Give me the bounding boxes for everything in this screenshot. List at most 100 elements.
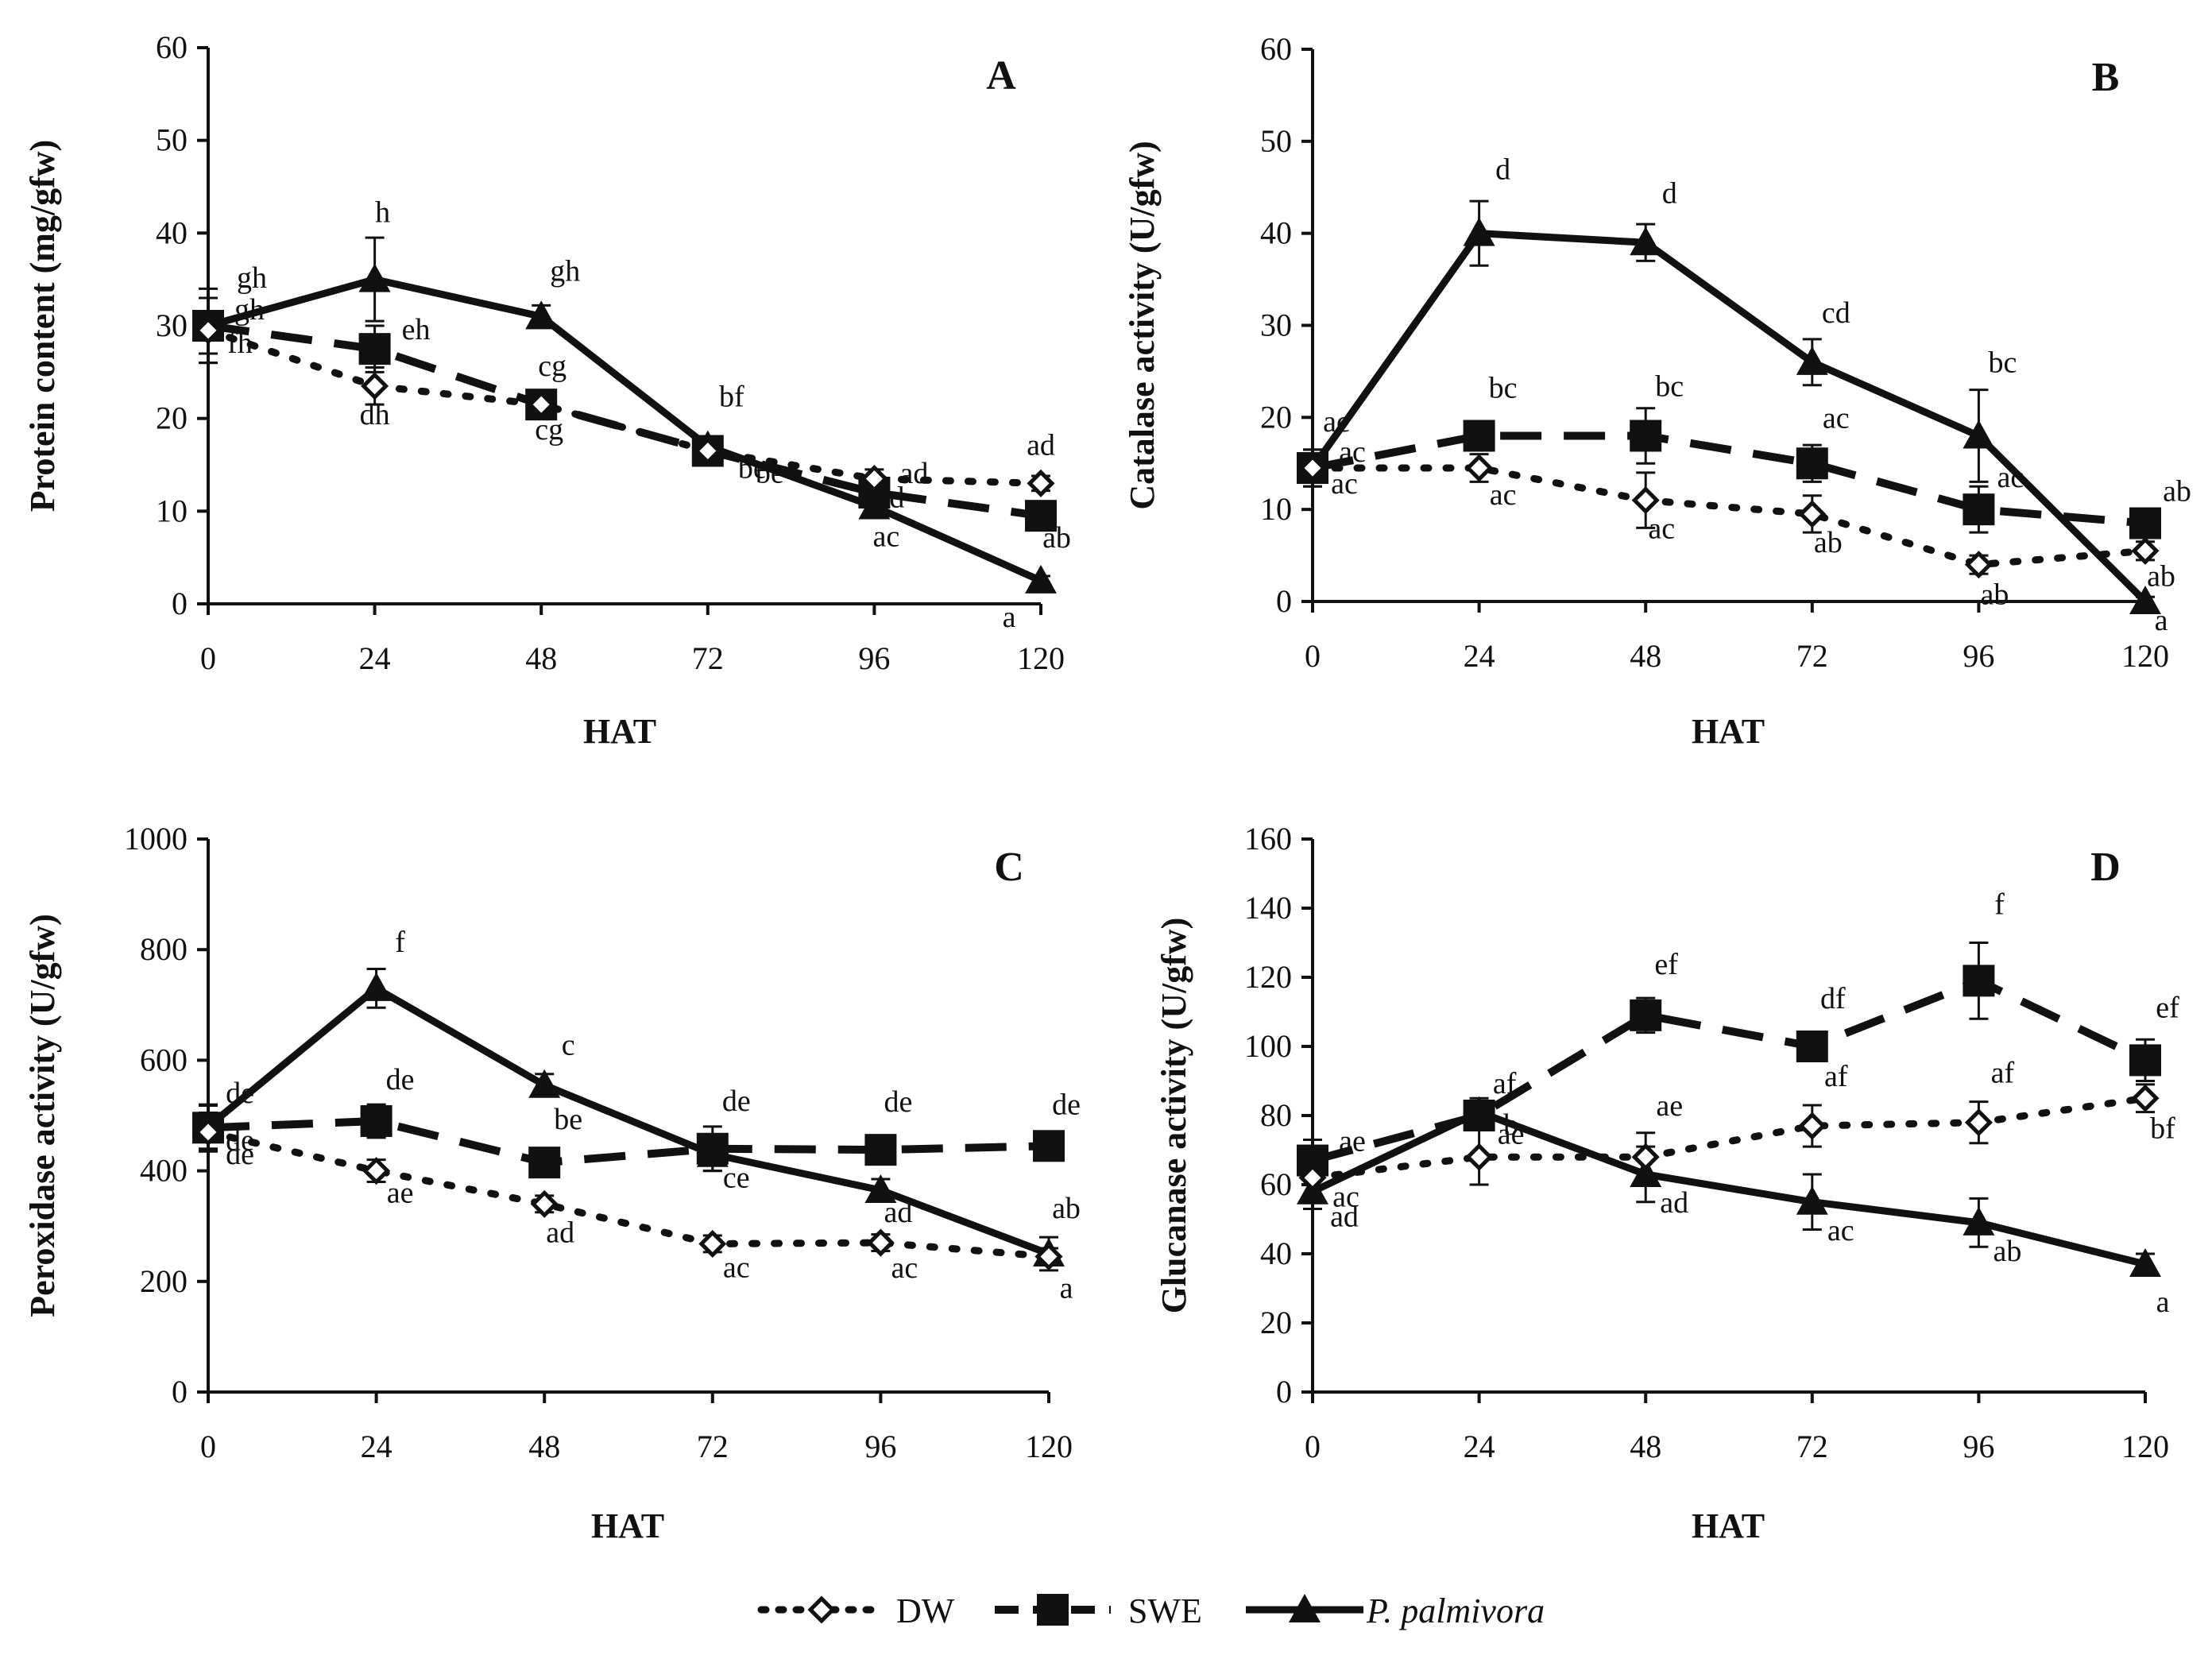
significance-label: af	[1991, 1057, 2015, 1090]
x-tick-label: 0	[1305, 638, 1321, 674]
data-point-palmivora	[2129, 1248, 2161, 1278]
data-point-dw	[860, 464, 888, 493]
data-point-palmivora	[1963, 420, 1995, 449]
y-tick-label: 0	[1276, 1374, 1292, 1410]
significance-label: de	[386, 1063, 415, 1096]
panel-c: 0 200 400 600 800 1000 0 24 48 72 96 120 HAT Peroxida…	[23, 821, 1081, 1545]
data-point-palmivora	[2129, 586, 2161, 614]
significance-label: a	[2156, 1286, 2170, 1319]
significance-label: bc	[1988, 346, 2017, 380]
significance-label: dh	[360, 398, 390, 431]
data-point-dw	[1465, 1143, 1494, 1171]
x-tick-label: 0	[200, 640, 216, 676]
legend-marker-2	[1289, 1594, 1321, 1622]
data-point-swe	[1630, 420, 1662, 452]
significance-label: de	[1052, 1088, 1081, 1121]
series-line-dw	[1309, 1094, 2149, 1181]
significance-label: cg	[538, 350, 567, 383]
y-tick-label: 800	[140, 931, 188, 967]
significance-label: de	[226, 1077, 254, 1110]
y-axis-title: Glucanase activity (U/gfw)	[1154, 918, 1193, 1314]
significance-label: ab	[2163, 475, 2191, 509]
y-axis-title: Protein content (mg/gfw)	[23, 140, 62, 512]
data-point-palmivora	[360, 972, 393, 1001]
y-tick-label: 20	[156, 400, 188, 436]
significance-label: ae	[1339, 1125, 1366, 1158]
significance-label: bf	[2150, 1112, 2175, 1145]
significance-label: ac	[1490, 478, 1517, 512]
significance-label: ae	[1498, 1118, 1525, 1151]
x-tick-label: 24	[1464, 1429, 1495, 1464]
significance-label: ac	[1339, 435, 1366, 469]
y-tick-label: 160	[1244, 821, 1292, 857]
significance-label: ab	[1814, 526, 1843, 559]
data-point-swe	[1963, 965, 1995, 997]
y-tick-label: 100	[1244, 1028, 1292, 1064]
significance-label: fh	[227, 327, 253, 360]
y-tick-label: 600	[140, 1042, 188, 1077]
significance-label: ab	[1993, 1235, 2021, 1268]
x-tick-label: 72	[697, 1429, 729, 1464]
significance-label: de	[722, 1085, 751, 1118]
significance-label: ab	[1980, 578, 2009, 612]
significance-label: be	[554, 1103, 582, 1136]
significance-label: ac	[891, 1251, 918, 1285]
significance-label: ae	[387, 1177, 414, 1210]
significance-label: ad	[546, 1216, 574, 1249]
series-line-p-palmivora	[1309, 230, 2148, 605]
significance-label: ad	[884, 1196, 912, 1229]
y-tick-label: 20	[1260, 1305, 1292, 1340]
y-tick-label: 80	[1260, 1097, 1292, 1133]
data-point-palmivora	[1630, 226, 1662, 256]
significance-label: eh	[402, 313, 431, 346]
y-tick-label: 40	[1260, 1236, 1292, 1271]
y-tick-label: 60	[156, 29, 188, 65]
y-tick-label: 1000	[124, 821, 188, 857]
y-tick-label: 0	[172, 1374, 188, 1410]
significance-label: de	[226, 1123, 254, 1157]
significance-label: bc	[1655, 370, 1684, 404]
data-point-dw	[1034, 1242, 1063, 1271]
panel-label: A	[986, 53, 1016, 99]
data-point-dw	[1298, 454, 1327, 482]
x-tick-label: 72	[692, 640, 724, 676]
series-line-dw	[1309, 464, 2149, 569]
data-point-dw	[2131, 536, 2160, 565]
significance-label: gh	[550, 254, 580, 288]
x-tick-label: 96	[864, 1429, 896, 1464]
y-tick-label: 0	[172, 586, 188, 621]
y-tick-label: 120	[1244, 959, 1292, 995]
significance-label: af	[1493, 1067, 1517, 1100]
x-tick-label: 24	[361, 1429, 393, 1464]
data-point-dw	[1798, 500, 1827, 528]
legend: DW SWE P. palmivora	[757, 1591, 1545, 1630]
data-point-swe	[1025, 500, 1057, 532]
y-tick-label: 140	[1244, 890, 1292, 926]
significance-label: be	[738, 452, 767, 485]
legend-label-0: DW	[896, 1591, 955, 1630]
x-tick-label: 0	[200, 1429, 216, 1464]
significance-label: d	[1662, 176, 1677, 210]
significance-label: de	[226, 1138, 254, 1171]
data-point-dw	[1298, 1163, 1327, 1192]
significance-label: bc	[1489, 372, 1518, 405]
significance-label: b	[1503, 1108, 1518, 1142]
data-point-swe	[696, 1132, 729, 1165]
significance-label: ef	[2156, 991, 2179, 1024]
significance-label: ad	[1330, 1201, 1359, 1234]
y-tick-label: 10	[156, 493, 188, 528]
data-point-dw	[2131, 1084, 2160, 1112]
significance-label: ac	[1323, 405, 1350, 439]
significance-label: ac	[1332, 1180, 1359, 1213]
data-point-palmivora	[1025, 564, 1057, 594]
data-point-dw	[530, 1189, 559, 1218]
series-line-p-palmivora	[207, 276, 1042, 584]
series-line-dw	[204, 327, 1045, 487]
significance-label: d	[1495, 153, 1510, 187]
data-point-swe	[358, 333, 391, 365]
legend-label-2: P. palmivora	[1366, 1591, 1545, 1630]
significance-label: a	[2155, 604, 2168, 637]
series-line-dw	[204, 1128, 1053, 1260]
x-tick-label: 120	[1025, 1429, 1073, 1464]
significance-label: ef	[1654, 948, 1678, 981]
